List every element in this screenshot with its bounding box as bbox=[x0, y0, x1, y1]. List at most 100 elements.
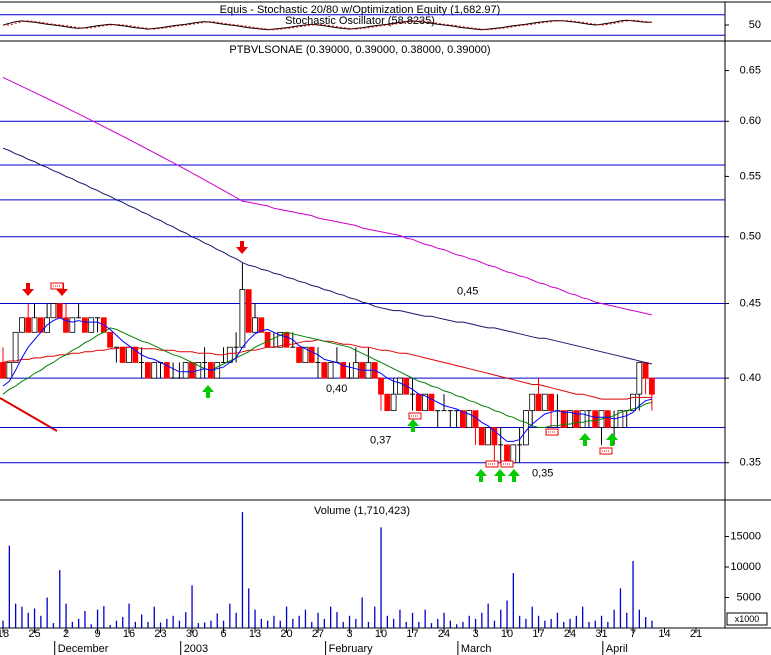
x-tick-label: 14 bbox=[658, 628, 670, 640]
volume-bar bbox=[178, 620, 181, 628]
volume-bar bbox=[645, 617, 647, 628]
candle-body bbox=[82, 317, 88, 333]
candle-body bbox=[504, 444, 510, 464]
x-tick-label: 25 bbox=[28, 628, 40, 640]
x-tick-label: 21 bbox=[690, 628, 702, 640]
period-label: March bbox=[461, 643, 492, 655]
volume-bar bbox=[582, 606, 584, 628]
volume-bar bbox=[267, 620, 269, 628]
volume-bar bbox=[109, 624, 111, 628]
sell-arrow bbox=[22, 283, 34, 296]
volume-bar bbox=[651, 620, 653, 628]
volume-bar bbox=[506, 600, 508, 628]
buy-arrow bbox=[579, 433, 591, 446]
volume-bar bbox=[78, 618, 80, 628]
volume-bar bbox=[46, 597, 48, 628]
volume-bar bbox=[336, 612, 338, 628]
volume-bar bbox=[462, 621, 464, 628]
volume-bar bbox=[386, 615, 388, 628]
volume-bar bbox=[241, 512, 244, 628]
candle-body bbox=[466, 410, 473, 428]
volume-bar bbox=[71, 621, 73, 628]
volume-bar bbox=[519, 615, 521, 628]
volume-bar bbox=[115, 620, 118, 628]
volume-bar bbox=[626, 612, 628, 628]
candle-body bbox=[523, 410, 529, 446]
series-line bbox=[2, 76, 653, 316]
volume-bar bbox=[273, 615, 275, 628]
volume-bar bbox=[411, 612, 414, 628]
volume-bar bbox=[500, 609, 502, 628]
buy-arrow bbox=[407, 419, 419, 432]
volume-bar bbox=[84, 610, 86, 628]
volume-bar bbox=[607, 621, 609, 628]
candle-body bbox=[478, 427, 485, 446]
buy-arrow bbox=[494, 469, 506, 482]
volume-bar bbox=[254, 609, 256, 628]
volume-bar bbox=[405, 621, 407, 628]
volume-bar bbox=[430, 623, 433, 628]
candle-body bbox=[560, 410, 567, 428]
volume-bar bbox=[317, 612, 319, 628]
x-tick-label: 3 bbox=[472, 628, 478, 640]
candle-body bbox=[182, 362, 189, 379]
x-tick-label: 17 bbox=[532, 628, 544, 640]
volume-bar bbox=[493, 620, 496, 628]
volume-bar bbox=[122, 617, 124, 628]
candle-body bbox=[485, 427, 492, 446]
candle-body bbox=[308, 346, 315, 363]
candle-body bbox=[277, 331, 284, 348]
candle-body bbox=[636, 362, 643, 395]
candle-body bbox=[239, 289, 246, 348]
candle-body bbox=[579, 410, 586, 428]
x-tick-label: 24 bbox=[564, 628, 576, 640]
y-tick-label: 0.35 bbox=[740, 457, 761, 469]
volume-bar bbox=[613, 609, 615, 628]
candle-body bbox=[296, 346, 303, 363]
y-tick-label: 0.50 bbox=[740, 231, 761, 243]
buy-arrow bbox=[606, 433, 618, 446]
candle-body bbox=[604, 410, 611, 428]
candle-body bbox=[535, 393, 542, 412]
volume-bar bbox=[367, 621, 370, 628]
candle-body bbox=[258, 317, 265, 333]
volume-bar bbox=[348, 615, 351, 628]
candle-body bbox=[6, 362, 13, 379]
chart-title: Equis - Stochastic 20/80 w/Optimization … bbox=[220, 4, 501, 16]
volume-bar bbox=[235, 612, 237, 628]
x-tick-label: 16 bbox=[123, 628, 135, 640]
volume-bar bbox=[103, 606, 105, 628]
candle-body bbox=[252, 317, 258, 333]
volume-bar bbox=[304, 609, 307, 628]
volume-bar bbox=[544, 620, 546, 628]
level-annotation: 0,37 bbox=[370, 434, 391, 446]
volume-bar bbox=[210, 620, 212, 628]
volume-bar bbox=[128, 603, 130, 628]
volume-bar bbox=[418, 621, 420, 628]
series-line bbox=[2, 327, 653, 428]
y-tick-label: 0.65 bbox=[740, 64, 761, 76]
y-tick-label: 0.55 bbox=[740, 170, 761, 182]
candle-body bbox=[352, 362, 359, 379]
volume-bar bbox=[474, 618, 477, 628]
candle-body bbox=[459, 410, 466, 428]
volume-bar bbox=[159, 622, 162, 628]
volume-bar bbox=[90, 624, 92, 628]
volume-bar bbox=[600, 615, 603, 628]
volume-bar bbox=[588, 621, 590, 628]
x-tick-label: 24 bbox=[438, 628, 450, 640]
y-tick-label: 10000 bbox=[730, 561, 761, 573]
volume-bar bbox=[279, 620, 281, 628]
period-label: February bbox=[329, 643, 374, 655]
candle-body bbox=[567, 410, 573, 428]
volume-bar bbox=[380, 527, 382, 628]
volume-bar bbox=[147, 621, 149, 628]
volume-bar bbox=[216, 613, 218, 628]
candle-body bbox=[321, 362, 328, 379]
volume-bar bbox=[619, 588, 622, 628]
candle-body bbox=[617, 410, 624, 428]
y-tick-label: 0.45 bbox=[740, 297, 761, 309]
volume-bar bbox=[2, 620, 4, 628]
candle-body bbox=[510, 444, 517, 464]
